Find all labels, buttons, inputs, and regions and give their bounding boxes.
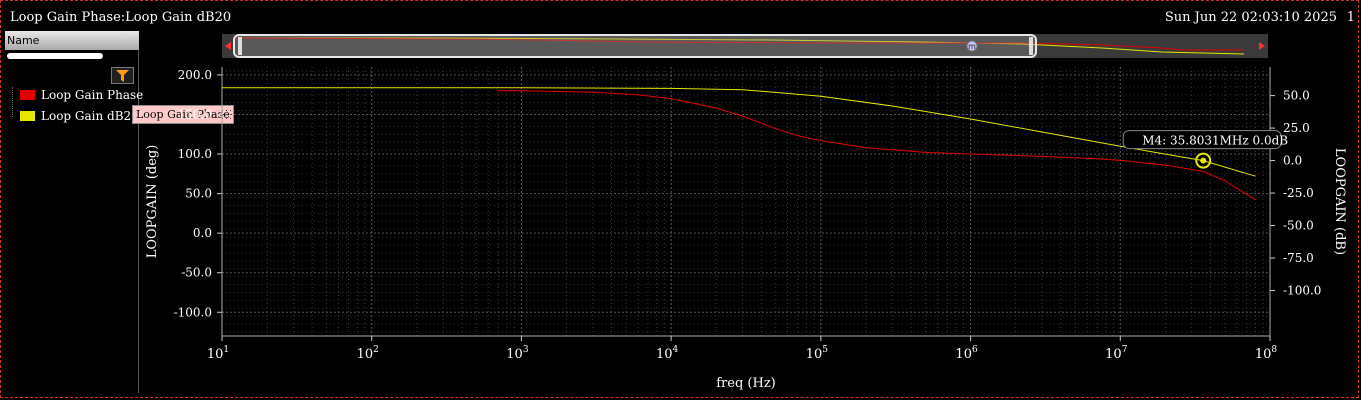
scroll-right-arrow-icon[interactable]: [1259, 42, 1265, 50]
x-tick-label: 104: [656, 345, 679, 362]
overview-phase-trace: [233, 37, 1244, 51]
overview-db-trace: [234, 37, 1245, 55]
trace-color-swatch: [20, 90, 35, 100]
filter-input[interactable]: [7, 53, 103, 59]
series-line-loop-gain-phase: [498, 90, 1256, 201]
window-datetime: Sun Jun 22 02:03:10 2025: [1164, 10, 1337, 25]
y-left-axis-label: LOOPGAIN (deg): [145, 145, 160, 259]
legend-label: Loop Gain dB20: [41, 109, 139, 123]
legend-item-loop-gain-db20[interactable]: Loop Gain dB20: [20, 109, 139, 123]
trace-color-swatch: [20, 111, 35, 121]
y-right-tick-label: -25.0: [1283, 186, 1314, 200]
y-left-tick-label: -50.0: [181, 266, 212, 280]
y-right-tick-label: 0.0: [1283, 154, 1302, 168]
legend-tooltip: Loop Gain Phase: [132, 105, 234, 124]
marker-label: M4: 35.8031MHz 0.0dB: [1142, 134, 1288, 148]
y-left-tick-label: 200.0: [178, 68, 212, 82]
name-column-header[interactable]: Name: [5, 31, 139, 50]
marker-ring: [1195, 152, 1212, 169]
y-left-tick-label: 50.0: [185, 187, 212, 201]
marker-label-box: [1122, 130, 1282, 150]
right-handle[interactable]: [1029, 37, 1033, 55]
y-left-tick-label: 0.0: [193, 226, 212, 240]
legend-label: Loop Gain Phase: [41, 88, 144, 102]
x-tick-label: 105: [806, 345, 829, 362]
y-right-tick-label: -50.0: [1283, 219, 1314, 233]
x-tick-label: 102: [357, 345, 379, 362]
window-number: 1: [1346, 10, 1355, 25]
series-line-loop-gain-db20: [222, 87, 1256, 177]
scroll-left-arrow-icon[interactable]: [225, 42, 231, 50]
x-tick-label: 101: [207, 345, 229, 362]
marker-dot: [1200, 157, 1207, 164]
scroll-window[interactable]: [233, 34, 1037, 58]
legend-item-loop-gain-phase[interactable]: Loop Gain Phase: [20, 88, 143, 102]
y-left-tick-label: -100.0: [174, 305, 212, 319]
y-right-tick-label: 50.0: [1283, 89, 1310, 103]
x-tick-label: 103: [506, 345, 529, 362]
y-left-tick-label: 150.0: [178, 107, 212, 121]
left-handle[interactable]: [238, 37, 242, 55]
y-right-tick-label: 25.0: [1283, 121, 1310, 135]
x-tick-label: 106: [955, 345, 978, 362]
window-title: Loop Gain Phase:Loop Gain dB20: [10, 10, 232, 25]
x-tick-label: 108: [1255, 345, 1278, 362]
y-left-tick-label: 100.0: [178, 147, 212, 161]
x-axis-label: freq (Hz): [716, 376, 776, 391]
funnel-icon[interactable]: [111, 67, 134, 84]
trace-sidebar: Name Loop Gain Phase Loop Gain dB20: [4, 31, 143, 393]
y-right-tick-label: -75.0: [1283, 251, 1314, 265]
y-right-tick-label: -100.0: [1283, 284, 1321, 298]
overview-scrollbar[interactable]: m: [222, 34, 1268, 58]
overview-marker-label: m: [968, 42, 976, 51]
y-right-axis-label: LOOPGAIN (dB): [1332, 148, 1347, 255]
overview-marker[interactable]: [966, 40, 978, 52]
tree-connector: [12, 87, 14, 117]
x-tick-label: 107: [1105, 345, 1128, 362]
